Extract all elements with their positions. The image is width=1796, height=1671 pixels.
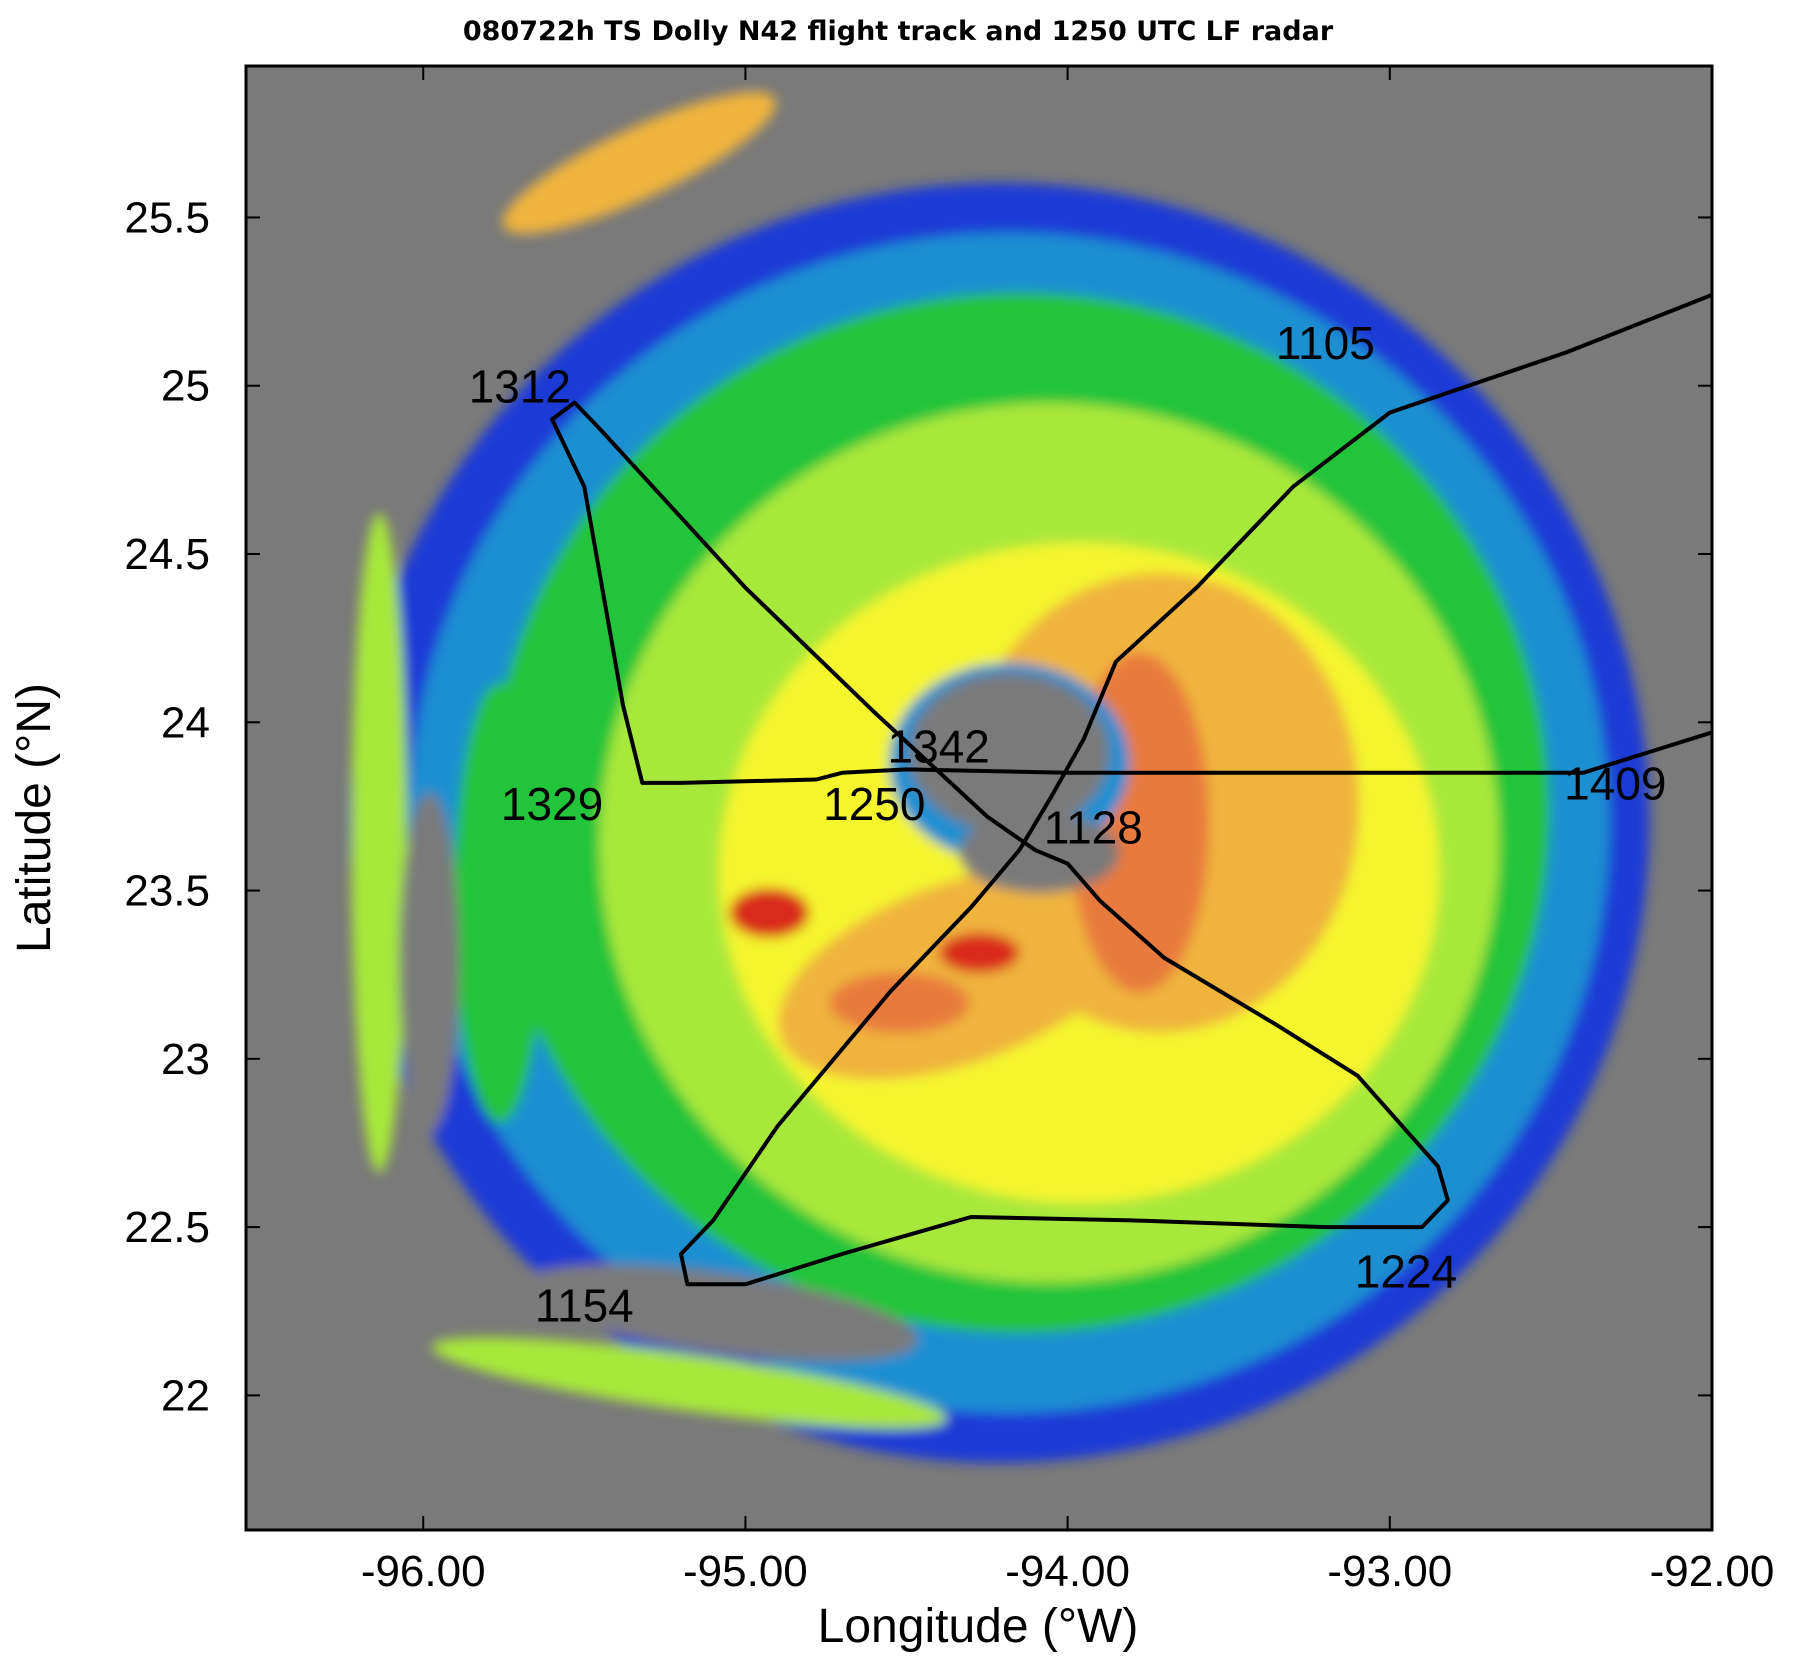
radar-south-band bbox=[431, 1337, 947, 1429]
time-label-1329: 1329 bbox=[501, 778, 603, 830]
y-tick-label: 22 bbox=[161, 1371, 210, 1420]
y-tick-label: 23 bbox=[161, 1035, 210, 1084]
time-label-1154: 1154 bbox=[535, 1279, 634, 1331]
flight-track bbox=[550, 293, 1712, 1287]
x-tick-label: -94.00 bbox=[1005, 1547, 1130, 1596]
time-label-1105: 1105 bbox=[1276, 317, 1375, 369]
y-tick-label: 24.5 bbox=[124, 530, 210, 579]
time-label-1250: 1250 bbox=[823, 778, 925, 830]
radar-cell-2 bbox=[939, 932, 1020, 973]
radar-cell-1 bbox=[829, 972, 970, 1033]
y-tick-label: 24 bbox=[161, 698, 210, 747]
x-axis: -96.00 -95.00 -94.00 -93.00 -92.00 bbox=[361, 66, 1775, 1596]
y-tick-label: 23.5 bbox=[124, 867, 210, 916]
time-label-1224: 1224 bbox=[1355, 1246, 1457, 1298]
y-tick-label: 22.5 bbox=[124, 1203, 210, 1252]
x-tick-label: -93.00 bbox=[1327, 1547, 1452, 1596]
radar-nw-band bbox=[502, 91, 777, 234]
radar-cell-3 bbox=[729, 887, 810, 938]
time-label-1312: 1312 bbox=[469, 361, 571, 413]
figure-title: 080722h TS Dolly N42 flight track and 12… bbox=[463, 16, 1334, 47]
y-axis: 22 22.5 23 23.5 24 24.5 25 25.5 bbox=[124, 193, 1712, 1420]
time-label-1128: 1128 bbox=[1044, 801, 1143, 853]
y-axis-label: Latitude (°N) bbox=[8, 683, 61, 953]
time-annotations: 1105 1312 1342 1329 1250 1128 1409 1224 1154 bbox=[469, 317, 1667, 1332]
x-tick-label: -95.00 bbox=[683, 1547, 808, 1596]
flight-track-layer bbox=[550, 293, 1712, 1287]
radar-gap-south bbox=[521, 1264, 918, 1362]
y-tick-label: 25 bbox=[161, 362, 210, 411]
radar-gap-west bbox=[399, 792, 460, 1133]
time-label-1409: 1409 bbox=[1564, 758, 1666, 810]
plot-frame bbox=[244, 64, 1714, 1532]
radar-west-band bbox=[351, 512, 408, 1173]
x-tick-label: -96.00 bbox=[361, 1547, 486, 1596]
radar-west-band-2 bbox=[454, 682, 545, 1123]
x-tick-label: -92.00 bbox=[1650, 1547, 1775, 1596]
x-axis-label: Longitude (°W) bbox=[818, 1600, 1139, 1653]
plot-area: 1105 1312 1342 1329 1250 1128 1409 1224 1154 -96… bbox=[124, 64, 1775, 1596]
time-label-1342: 1342 bbox=[888, 721, 990, 773]
y-tick-label: 25.5 bbox=[124, 193, 210, 242]
